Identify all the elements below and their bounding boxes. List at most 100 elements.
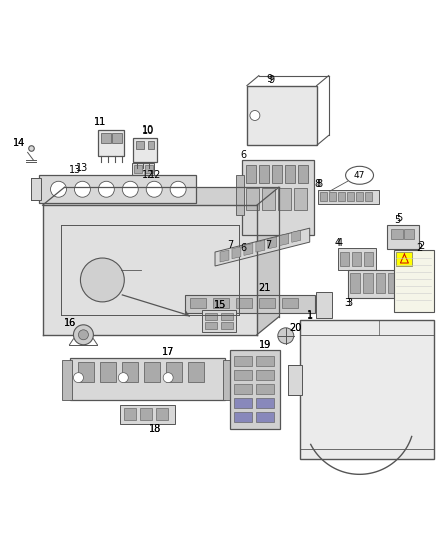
Polygon shape bbox=[132, 163, 154, 177]
Polygon shape bbox=[124, 408, 136, 419]
Polygon shape bbox=[282, 298, 298, 308]
Polygon shape bbox=[404, 229, 414, 239]
Polygon shape bbox=[236, 298, 252, 308]
Circle shape bbox=[170, 181, 186, 197]
Polygon shape bbox=[350, 273, 360, 293]
Polygon shape bbox=[396, 252, 413, 266]
Text: 10: 10 bbox=[142, 125, 154, 135]
Polygon shape bbox=[136, 141, 144, 149]
Polygon shape bbox=[320, 192, 327, 201]
Polygon shape bbox=[246, 165, 256, 183]
Polygon shape bbox=[256, 356, 274, 366]
Polygon shape bbox=[392, 229, 403, 239]
Circle shape bbox=[146, 181, 162, 197]
Text: 18: 18 bbox=[149, 424, 161, 434]
Polygon shape bbox=[395, 250, 434, 312]
Text: 6: 6 bbox=[241, 243, 247, 253]
Text: 18: 18 bbox=[149, 424, 161, 434]
Text: 8: 8 bbox=[314, 179, 321, 189]
Circle shape bbox=[278, 328, 294, 344]
Polygon shape bbox=[242, 160, 314, 235]
Text: 19: 19 bbox=[259, 340, 271, 350]
Polygon shape bbox=[300, 320, 434, 459]
Text: 5: 5 bbox=[396, 213, 403, 223]
Polygon shape bbox=[294, 188, 307, 210]
Polygon shape bbox=[256, 240, 265, 252]
Polygon shape bbox=[316, 292, 332, 318]
Polygon shape bbox=[205, 322, 217, 329]
Polygon shape bbox=[259, 165, 269, 183]
Text: 14: 14 bbox=[13, 139, 25, 148]
Text: 8: 8 bbox=[317, 179, 323, 189]
Polygon shape bbox=[39, 175, 196, 203]
Text: 15: 15 bbox=[214, 300, 226, 310]
Circle shape bbox=[163, 373, 173, 383]
Polygon shape bbox=[202, 310, 236, 332]
Polygon shape bbox=[234, 384, 252, 393]
Polygon shape bbox=[221, 322, 233, 329]
Polygon shape bbox=[285, 165, 295, 183]
Text: 16: 16 bbox=[64, 318, 77, 328]
Polygon shape bbox=[234, 356, 252, 366]
Polygon shape bbox=[364, 192, 371, 201]
Text: 3: 3 bbox=[346, 298, 353, 308]
Polygon shape bbox=[292, 230, 301, 243]
Text: 13: 13 bbox=[76, 163, 88, 173]
Polygon shape bbox=[278, 188, 291, 210]
Polygon shape bbox=[364, 252, 372, 266]
Text: 5: 5 bbox=[394, 215, 401, 225]
Text: 21: 21 bbox=[259, 283, 271, 293]
Polygon shape bbox=[63, 360, 72, 400]
Circle shape bbox=[74, 181, 90, 197]
Circle shape bbox=[118, 373, 128, 383]
Text: 1: 1 bbox=[307, 311, 313, 321]
Polygon shape bbox=[42, 205, 257, 335]
Text: 16: 16 bbox=[64, 318, 77, 328]
Polygon shape bbox=[122, 362, 138, 382]
Polygon shape bbox=[339, 252, 349, 266]
Polygon shape bbox=[338, 248, 375, 270]
Polygon shape bbox=[389, 273, 399, 293]
Polygon shape bbox=[244, 244, 253, 255]
Polygon shape bbox=[262, 188, 275, 210]
Polygon shape bbox=[363, 273, 372, 293]
Polygon shape bbox=[247, 86, 317, 146]
Polygon shape bbox=[31, 178, 41, 200]
Polygon shape bbox=[352, 252, 360, 266]
Polygon shape bbox=[112, 133, 122, 143]
Polygon shape bbox=[144, 362, 160, 382]
Polygon shape bbox=[42, 187, 279, 205]
Polygon shape bbox=[256, 411, 274, 422]
Polygon shape bbox=[188, 362, 204, 382]
Polygon shape bbox=[213, 298, 229, 308]
Circle shape bbox=[74, 325, 93, 345]
Text: 2: 2 bbox=[418, 241, 424, 251]
Polygon shape bbox=[101, 133, 111, 143]
Polygon shape bbox=[234, 370, 252, 379]
Circle shape bbox=[99, 181, 114, 197]
Polygon shape bbox=[145, 165, 153, 173]
Polygon shape bbox=[148, 141, 154, 149]
Text: 17: 17 bbox=[162, 347, 174, 357]
Polygon shape bbox=[234, 398, 252, 408]
Polygon shape bbox=[166, 362, 182, 382]
Text: 13: 13 bbox=[69, 165, 81, 175]
Text: 4: 4 bbox=[335, 238, 341, 248]
Circle shape bbox=[78, 330, 88, 340]
Polygon shape bbox=[338, 192, 345, 201]
Text: 10: 10 bbox=[142, 126, 154, 136]
Text: 12: 12 bbox=[142, 170, 155, 180]
Circle shape bbox=[250, 110, 260, 120]
Polygon shape bbox=[246, 188, 259, 210]
Text: 19: 19 bbox=[259, 340, 271, 350]
Polygon shape bbox=[120, 405, 175, 424]
Polygon shape bbox=[256, 384, 274, 393]
Text: 15: 15 bbox=[214, 300, 226, 310]
Polygon shape bbox=[346, 192, 353, 201]
Polygon shape bbox=[78, 362, 95, 382]
Polygon shape bbox=[156, 408, 168, 419]
Polygon shape bbox=[257, 187, 279, 335]
Polygon shape bbox=[221, 313, 233, 320]
Circle shape bbox=[122, 181, 138, 197]
Polygon shape bbox=[280, 233, 289, 246]
